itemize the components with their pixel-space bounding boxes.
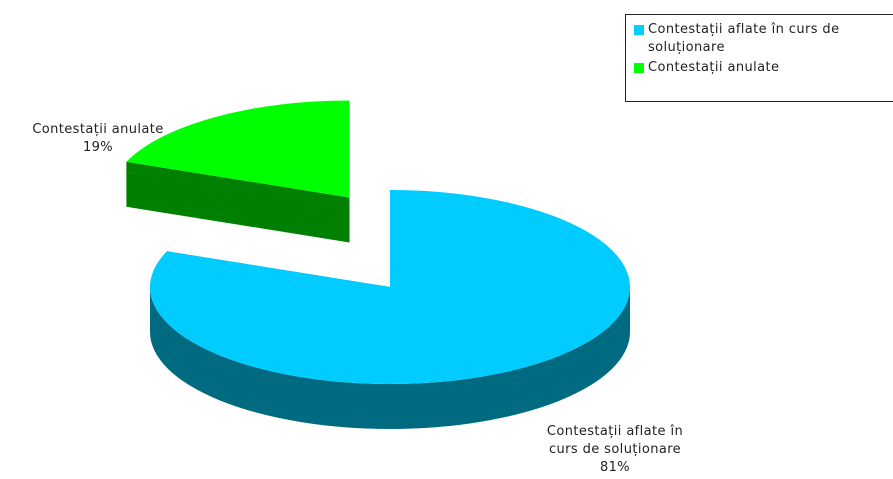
slice-in-progress-wall-0	[150, 287, 630, 429]
legend-label-in-progress: Contestații aflate în curs de soluționar…	[648, 22, 840, 55]
legend-swatch-annulled	[634, 63, 644, 73]
data-label-in-progress-percent: 81%	[599, 460, 631, 475]
data-label-annulled-name: Contestații anulate	[32, 122, 164, 137]
legend-label-annulled: Contestații anulate	[648, 60, 780, 75]
data-label-annulled: Contestații anulate 19%	[8, 121, 188, 157]
slice-in-progress-top	[149, 190, 630, 385]
slice-annulled-side-0	[126, 161, 350, 243]
legend-item-in-progress: Contestații aflate în curs de soluționar…	[634, 21, 893, 57]
data-label-in-progress: Contestații aflate în curs de soluționar…	[500, 423, 730, 477]
legend-swatch-in-progress	[634, 25, 644, 35]
chart-legend: Contestații aflate în curs de soluționar…	[625, 14, 893, 102]
slice-annulled-top	[126, 100, 350, 198]
data-label-in-progress-name: Contestații aflate în curs de soluționar…	[546, 424, 684, 457]
data-label-annulled-percent: 19%	[82, 140, 114, 155]
legend-item-annulled: Contestații anulate	[634, 59, 893, 77]
